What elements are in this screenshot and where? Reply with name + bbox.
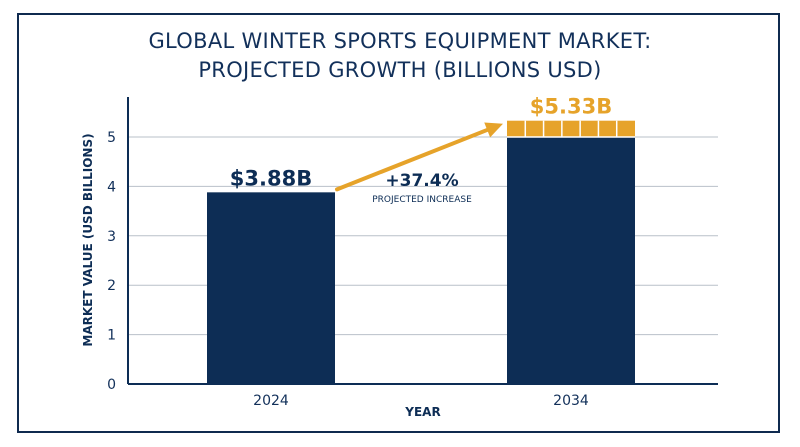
bar-2024 bbox=[207, 192, 335, 384]
bar-value-label: $5.33B bbox=[530, 95, 612, 119]
x-axis-title: YEAR bbox=[404, 405, 440, 419]
bar-value-label: $3.88B bbox=[230, 166, 312, 190]
chart-frame bbox=[17, 13, 780, 433]
y-axis-title: MARKET VALUE (USD BILLIONS) bbox=[81, 133, 95, 346]
chart-title-line-2: PROJECTED GROWTH (BILLIONS USD) bbox=[198, 58, 602, 82]
y-tick-label: 1 bbox=[107, 328, 116, 344]
growth-caption: PROJECTED INCREASE bbox=[372, 195, 472, 205]
growth-percent-label: +37.4% bbox=[385, 171, 458, 191]
bar-2034-growth-segment bbox=[507, 120, 635, 137]
x-tick-label: 2034 bbox=[553, 393, 589, 409]
x-tick-label: 2024 bbox=[253, 393, 289, 409]
y-tick-label: 4 bbox=[107, 179, 116, 195]
y-tick-label: 2 bbox=[107, 278, 116, 294]
y-tick-label: 3 bbox=[107, 229, 116, 245]
y-tick-label: 5 bbox=[107, 130, 116, 146]
y-tick-label: 0 bbox=[107, 377, 116, 393]
bar-2034 bbox=[507, 137, 635, 384]
chart-title: GLOBAL WINTER SPORTS EQUIPMENT MARKET: P… bbox=[0, 27, 800, 85]
growth-arrow-head bbox=[484, 122, 503, 138]
growth-arrow bbox=[335, 127, 490, 192]
chart-title-line-1: GLOBAL WINTER SPORTS EQUIPMENT MARKET: bbox=[148, 29, 652, 53]
